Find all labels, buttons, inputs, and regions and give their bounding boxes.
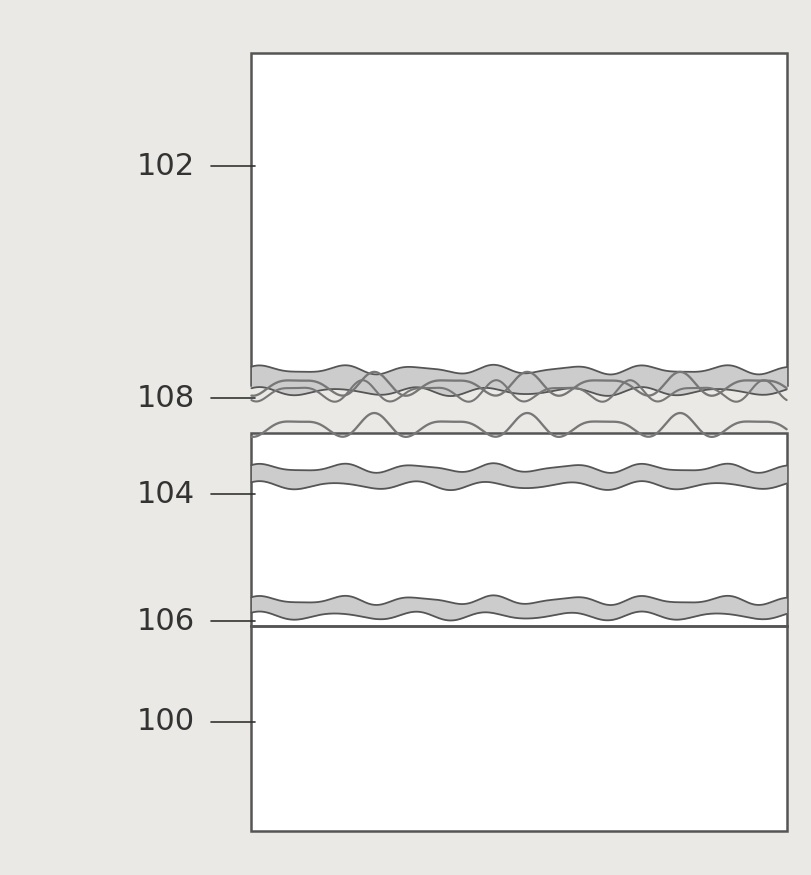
Bar: [251, 433, 787, 831]
Text: 108: 108: [136, 383, 195, 413]
Bar: [251, 52, 787, 385]
Text: 104: 104: [136, 480, 195, 509]
Text: 100: 100: [136, 707, 195, 737]
Text: 102: 102: [136, 151, 195, 181]
Text: 106: 106: [136, 606, 195, 636]
